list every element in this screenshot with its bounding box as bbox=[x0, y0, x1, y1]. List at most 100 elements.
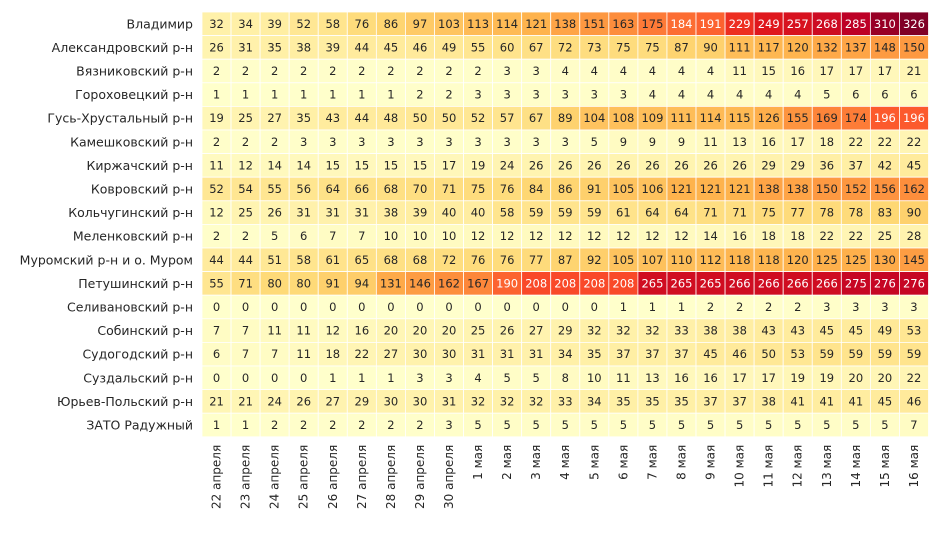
cell-value-label: 45 bbox=[384, 40, 399, 54]
column-label: 7 мая bbox=[645, 445, 659, 480]
cell-value-label: 156 bbox=[874, 182, 896, 196]
column-label: 14 мая bbox=[849, 445, 863, 488]
cell-value-label: 3 bbox=[474, 88, 481, 102]
cell-value-label: 0 bbox=[300, 300, 307, 314]
cell-value-label: 19 bbox=[819, 371, 834, 385]
cell-value-label: 146 bbox=[409, 276, 431, 290]
cell-value-label: 15 bbox=[355, 158, 370, 172]
cell-value-label: 3 bbox=[823, 300, 830, 314]
cell-value-label: 92 bbox=[587, 253, 602, 267]
cell-value-label: 2 bbox=[213, 229, 220, 243]
cell-value-label: 3 bbox=[358, 135, 365, 149]
cell-value-label: 2 bbox=[271, 418, 278, 432]
cell-value-label: 2 bbox=[765, 300, 772, 314]
cell-value-label: 11 bbox=[267, 324, 282, 338]
cell-value-label: 229 bbox=[729, 17, 751, 31]
cell-value-label: 257 bbox=[787, 17, 809, 31]
cell-value-label: 53 bbox=[790, 347, 805, 361]
heatmap-cell bbox=[899, 412, 929, 438]
cell-value-label: 31 bbox=[355, 206, 370, 220]
cell-value-label: 45 bbox=[849, 324, 864, 338]
cell-value-label: 25 bbox=[471, 324, 486, 338]
cell-value-label: 12 bbox=[471, 229, 486, 243]
cell-value-label: 265 bbox=[671, 276, 693, 290]
cell-value-label: 2 bbox=[416, 88, 423, 102]
cell-value-label: 162 bbox=[438, 276, 460, 290]
cell-value-label: 17 bbox=[878, 64, 893, 78]
cell-value-label: 3 bbox=[503, 64, 510, 78]
cell-value-label: 275 bbox=[845, 276, 867, 290]
cell-value-label: 3 bbox=[533, 135, 540, 149]
column-labels: 22 апреля 23 апреля 24 апреля 25 апреля 26 а… bbox=[210, 445, 921, 509]
cell-value-label: 91 bbox=[587, 182, 602, 196]
cell-value-label: 17 bbox=[732, 371, 747, 385]
cell-value-label: 276 bbox=[874, 276, 896, 290]
cell-value-label: 0 bbox=[242, 371, 249, 385]
cell-value-label: 42 bbox=[878, 158, 893, 172]
cell-value-label: 59 bbox=[819, 347, 834, 361]
row-label: Селивановский р-н bbox=[67, 300, 193, 315]
cell-value-label: 32 bbox=[529, 394, 544, 408]
cell-value-label: 4 bbox=[649, 64, 656, 78]
cell-value-label: 13 bbox=[732, 135, 747, 149]
cell-value-label: 32 bbox=[500, 394, 515, 408]
cell-value-label: 44 bbox=[355, 40, 370, 54]
cell-value-label: 78 bbox=[819, 206, 834, 220]
cell-value-label: 27 bbox=[325, 394, 340, 408]
cell-value-label: 27 bbox=[267, 111, 282, 125]
cell-value-label: 29 bbox=[790, 158, 805, 172]
cell-value-label: 0 bbox=[300, 371, 307, 385]
cell-value-label: 68 bbox=[384, 182, 399, 196]
cell-value-label: 3 bbox=[329, 135, 336, 149]
cell-value-label: 3 bbox=[445, 418, 452, 432]
cell-value-label: 31 bbox=[296, 206, 311, 220]
row-label: ЗАТО Радужный bbox=[86, 418, 193, 433]
cell-value-label: 9 bbox=[620, 135, 627, 149]
cell-value-label: 150 bbox=[816, 182, 838, 196]
cell-value-label: 21 bbox=[907, 64, 922, 78]
cell-value-label: 16 bbox=[703, 371, 718, 385]
cell-value-label: 44 bbox=[209, 253, 224, 267]
cell-value-label: 25 bbox=[878, 229, 893, 243]
cell-value-label: 64 bbox=[674, 206, 689, 220]
column-label: 12 мая bbox=[791, 445, 805, 488]
cell-value-label: 26 bbox=[616, 158, 631, 172]
cell-value-label: 3 bbox=[910, 300, 917, 314]
column-label: 22 апреля bbox=[210, 445, 224, 509]
cell-value-label: 2 bbox=[242, 135, 249, 149]
cell-value-label: 26 bbox=[267, 206, 282, 220]
cell-value-label: 17 bbox=[849, 64, 864, 78]
cell-value-label: 24 bbox=[500, 158, 515, 172]
cell-value-label: 45 bbox=[703, 347, 718, 361]
cell-value-label: 58 bbox=[500, 206, 515, 220]
row-label: Муромский р-н и о. Муром bbox=[20, 252, 193, 267]
cell-value-label: 76 bbox=[355, 17, 370, 31]
cell-value-label: 4 bbox=[765, 88, 772, 102]
cell-value-label: 2 bbox=[271, 135, 278, 149]
column-label: 15 мая bbox=[878, 445, 892, 488]
column-label: 25 апреля bbox=[297, 445, 311, 509]
cell-value-label: 26 bbox=[703, 158, 718, 172]
cell-value-label: 10 bbox=[442, 229, 457, 243]
cell-value-label: 326 bbox=[903, 17, 925, 31]
row-label: Камешковский р-н bbox=[70, 134, 193, 149]
cell-value-label: 20 bbox=[878, 371, 893, 385]
cell-value-label: 0 bbox=[533, 300, 540, 314]
cell-value-label: 6 bbox=[852, 88, 859, 102]
column-label: 6 мая bbox=[616, 445, 630, 480]
cell-value-label: 5 bbox=[794, 418, 801, 432]
cell-value-label: 6 bbox=[881, 88, 888, 102]
cell-value-label: 67 bbox=[529, 111, 544, 125]
cell-value-label: 121 bbox=[671, 182, 693, 196]
cell-value-label: 59 bbox=[878, 347, 893, 361]
row-label: Кольчугинский р-н bbox=[68, 205, 193, 220]
cell-value-label: 1 bbox=[387, 88, 394, 102]
cell-value-label: 137 bbox=[845, 40, 867, 54]
row-label: Вязниковский р-н bbox=[76, 64, 193, 79]
cell-value-label: 5 bbox=[736, 418, 743, 432]
cell-value-label: 59 bbox=[907, 347, 922, 361]
cell-value-label: 126 bbox=[758, 111, 780, 125]
cell-value-label: 6 bbox=[910, 88, 917, 102]
cell-value-label: 44 bbox=[355, 111, 370, 125]
cell-value-label: 30 bbox=[384, 394, 399, 408]
